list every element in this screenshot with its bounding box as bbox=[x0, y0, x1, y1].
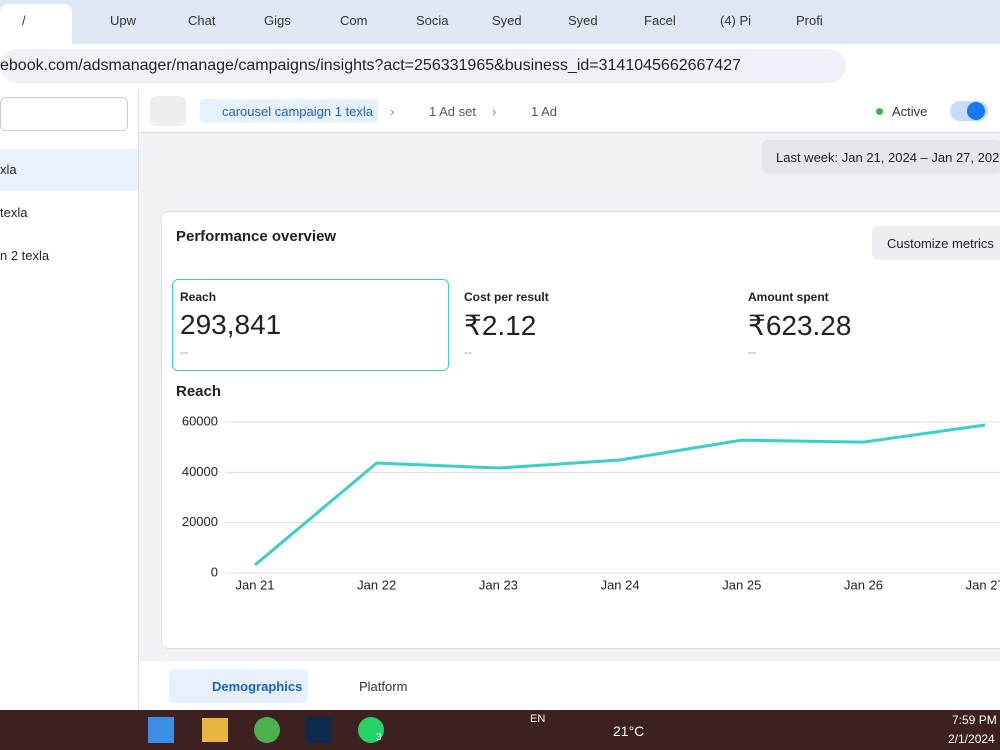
bottom-tab[interactable]: Platform bbox=[359, 679, 408, 694]
sep: › bbox=[492, 104, 497, 119]
sep: › bbox=[390, 104, 395, 119]
metric-label: Reach bbox=[180, 290, 217, 304]
x-tick-label: Jan 23 bbox=[479, 577, 518, 592]
selected-item bbox=[0, 149, 138, 191]
ad-set[interactable]: 1 Ad set bbox=[429, 104, 476, 119]
line bbox=[254, 423, 986, 567]
customize-button[interactable] bbox=[872, 226, 1000, 260]
weather: 21°C bbox=[613, 723, 645, 739]
x-tick-label: Jan 24 bbox=[601, 577, 640, 592]
tab-title[interactable]: Com bbox=[340, 13, 368, 28]
tab-title[interactable]: Socia bbox=[416, 13, 449, 28]
sidebar-item[interactable]: xla bbox=[0, 162, 17, 177]
tab-title[interactable]: Gigs bbox=[264, 13, 291, 28]
tab-title[interactable]: Profi bbox=[796, 13, 823, 28]
metric-label: Cost per result bbox=[464, 290, 549, 304]
metric-change: -- bbox=[464, 345, 472, 359]
y-tick-label: 20000 bbox=[182, 514, 218, 529]
x-tick-label: Jan 21 bbox=[235, 577, 274, 592]
metric-card-selected[interactable] bbox=[172, 279, 449, 371]
metric-change: -- bbox=[748, 345, 756, 359]
url: ebook.com/adsmanager/manage/campaigns/in… bbox=[0, 57, 740, 74]
campaign[interactable]: carousel campaign 1 texla bbox=[222, 104, 374, 119]
tab-title[interactable]: (4) Pi bbox=[720, 13, 752, 28]
tab-title[interactable]: Facel bbox=[644, 13, 676, 28]
metric-change: -- bbox=[180, 345, 188, 359]
active-tab[interactable] bbox=[0, 4, 72, 44]
date-range: Last week: Jan 21, 2024 – Jan 27, 202 bbox=[776, 150, 1000, 165]
search[interactable] bbox=[0, 97, 128, 131]
status-dot bbox=[876, 108, 883, 115]
date: 2/1/2024 bbox=[948, 732, 995, 746]
lang: EN bbox=[530, 713, 546, 725]
badge: 3 bbox=[376, 732, 382, 743]
chart-title: Reach bbox=[176, 383, 221, 400]
x-tick-label: Jan 22 bbox=[357, 577, 396, 592]
app-icon[interactable] bbox=[358, 717, 384, 743]
chart: Reach 0 20000 40000 60000 Jan 21 Jan 22 Jan 23… bbox=[176, 383, 1000, 592]
app-icon[interactable] bbox=[148, 717, 174, 743]
address-bar[interactable] bbox=[0, 49, 846, 83]
sidebar-item[interactable]: n 2 texla bbox=[0, 248, 50, 263]
metric-value: 293,841 bbox=[180, 309, 282, 340]
date-button[interactable] bbox=[762, 140, 1000, 174]
tab-title[interactable]: Chat bbox=[188, 13, 216, 28]
app-icon[interactable] bbox=[306, 717, 332, 743]
time: 7:59 PM bbox=[952, 713, 997, 727]
tab-title[interactable]: / bbox=[22, 13, 26, 28]
customize-label: Customize metrics bbox=[887, 236, 994, 251]
tab-title[interactable]: Syed bbox=[492, 13, 522, 28]
y-tick-label: 0 bbox=[211, 564, 218, 579]
bottom-tab[interactable]: Demographics bbox=[212, 679, 303, 694]
x-tick-label: Jan 26 bbox=[844, 577, 883, 592]
y-tick-label: 60000 bbox=[182, 413, 218, 428]
app-icon[interactable] bbox=[202, 718, 228, 742]
toggle-knob bbox=[967, 102, 985, 120]
y-tick-label: 40000 bbox=[182, 464, 218, 479]
tab-selected[interactable] bbox=[169, 669, 308, 703]
status: Active bbox=[892, 104, 928, 119]
x-tick-label: Jan 27 bbox=[966, 577, 1000, 592]
x-tick-label: Jan 25 bbox=[722, 577, 761, 592]
panel-toggle[interactable] bbox=[150, 96, 186, 126]
sidebar bbox=[0, 90, 139, 710]
tab-title[interactable]: Upw bbox=[110, 13, 137, 28]
tab-strip bbox=[0, 0, 1000, 44]
panel-title: Performance overview bbox=[176, 228, 337, 245]
metric-label: Amount spent bbox=[748, 290, 829, 304]
campaign-chip[interactable] bbox=[200, 99, 378, 123]
metric-value: ₹2.12 bbox=[464, 310, 537, 341]
app-icon[interactable] bbox=[254, 717, 280, 743]
metric-value: ₹623.28 bbox=[748, 310, 852, 341]
sidebar-item[interactable]: texla bbox=[0, 205, 28, 220]
tab-title[interactable]: Syed bbox=[568, 13, 598, 28]
panel bbox=[161, 211, 1000, 649]
ad[interactable]: 1 Ad bbox=[531, 104, 558, 119]
